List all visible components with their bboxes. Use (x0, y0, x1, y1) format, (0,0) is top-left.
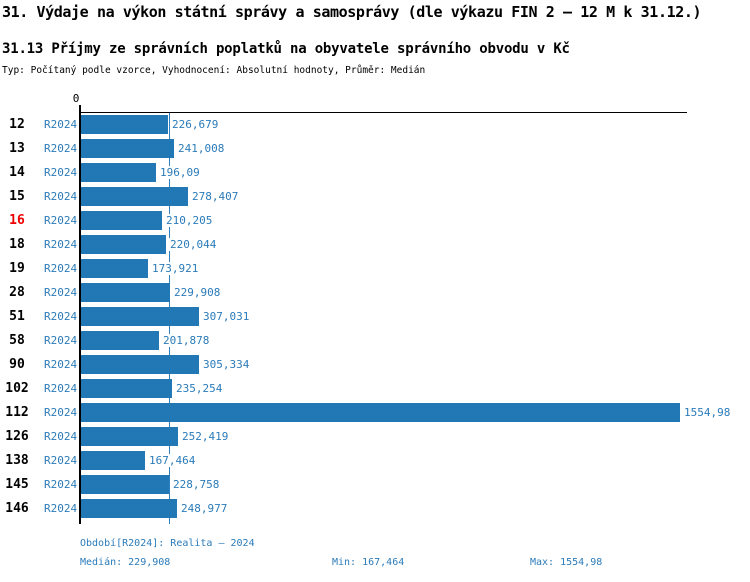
bar-rows: 12 R2024 226,679 13 R2024 241,008 14 R20… (0, 115, 750, 523)
row-period-label: R2024 (44, 214, 78, 227)
value-label: 229,908 (173, 286, 222, 299)
bar-row: 14 R2024 196,09 (0, 163, 750, 187)
bar-row: 16 R2024 210,205 (0, 211, 750, 235)
x-axis-zero-tick-label: 0 (72, 92, 80, 105)
row-category-label: 126 (5, 429, 29, 444)
row-category-label: 146 (5, 501, 29, 516)
row-category-label: 18 (9, 237, 25, 252)
value-bar (81, 331, 159, 350)
bar-row: 51 R2024 307,031 (0, 307, 750, 331)
bar-row: 90 R2024 305,334 (0, 355, 750, 379)
bar-row: 12 R2024 226,679 (0, 115, 750, 139)
value-bar (81, 259, 148, 278)
value-bar (81, 235, 166, 254)
value-label: 210,205 (165, 214, 214, 227)
value-bar (81, 115, 168, 134)
row-period-label: R2024 (44, 118, 78, 131)
value-bar (81, 379, 172, 398)
value-bar (81, 307, 199, 326)
value-label: 252,419 (181, 430, 230, 443)
value-bar (81, 139, 174, 158)
bar-row: 126 R2024 252,419 (0, 427, 750, 451)
value-label: 196,09 (159, 166, 201, 179)
footer-max-stat: Max: 1554,98 (530, 557, 603, 568)
row-period-label: R2024 (44, 502, 78, 515)
bar-row: 15 R2024 278,407 (0, 187, 750, 211)
x-axis-line (80, 112, 687, 113)
row-period-label: R2024 (44, 454, 78, 467)
row-category-label: 51 (9, 309, 25, 324)
value-label: 173,921 (151, 262, 200, 275)
value-bar (81, 355, 199, 374)
row-category-label: 28 (9, 285, 25, 300)
value-bar (81, 403, 680, 422)
row-category-label: 16 (9, 213, 25, 228)
bar-row: 145 R2024 228,758 (0, 475, 750, 499)
value-label: 1554,98 (683, 406, 732, 419)
value-label: 226,679 (171, 118, 220, 131)
value-label: 278,407 (191, 190, 240, 203)
bar-row: 138 R2024 167,464 (0, 451, 750, 475)
bar-row: 18 R2024 220,044 (0, 235, 750, 259)
row-category-label: 138 (5, 453, 29, 468)
row-period-label: R2024 (44, 430, 78, 443)
value-label: 307,031 (202, 310, 251, 323)
bar-row: 102 R2024 235,254 (0, 379, 750, 403)
value-bar (81, 211, 162, 230)
value-bar (81, 499, 177, 518)
row-category-label: 12 (9, 117, 25, 132)
row-period-label: R2024 (44, 166, 78, 179)
row-category-label: 102 (5, 381, 29, 396)
value-label: 235,254 (175, 382, 224, 395)
bar-row: 19 R2024 173,921 (0, 259, 750, 283)
row-category-label: 145 (5, 477, 29, 492)
row-period-label: R2024 (44, 310, 78, 323)
row-period-label: R2024 (44, 238, 78, 251)
row-period-label: R2024 (44, 262, 78, 275)
value-label: 167,464 (148, 454, 197, 467)
y-axis-line (79, 105, 81, 524)
value-bar (81, 283, 170, 302)
row-period-label: R2024 (44, 478, 78, 491)
row-period-label: R2024 (44, 358, 78, 371)
row-category-label: 19 (9, 261, 25, 276)
value-bar (81, 451, 145, 470)
value-bar (81, 163, 156, 182)
chart-meta-line: Typ: Počítaný podle vzorce, Vyhodnocení:… (2, 65, 426, 76)
row-category-label: 15 (9, 189, 25, 204)
value-label: 248,977 (180, 502, 229, 515)
value-label: 305,334 (202, 358, 251, 371)
chart-title: 31. Výdaje na výkon státní správy a samo… (2, 3, 702, 21)
row-category-label: 13 (9, 141, 25, 156)
value-bar (81, 427, 178, 446)
footer-period-info: Období[R2024]: Realita – 2024 (80, 538, 255, 549)
footer-median-stat: Medián: 229,908 (80, 557, 171, 568)
row-category-label: 14 (9, 165, 25, 180)
bar-row: 28 R2024 229,908 (0, 283, 750, 307)
value-label: 220,044 (169, 238, 218, 251)
bar-row: 146 R2024 248,977 (0, 499, 750, 523)
row-period-label: R2024 (44, 142, 78, 155)
row-period-label: R2024 (44, 190, 78, 203)
chart-subtitle: 31.13 Příjmy ze správních poplatků na ob… (2, 41, 570, 57)
footer-min-stat: Min: 167,464 (332, 557, 405, 568)
value-label: 228,758 (172, 478, 221, 491)
row-category-label: 90 (9, 357, 25, 372)
bar-row: 58 R2024 201,878 (0, 331, 750, 355)
row-period-label: R2024 (44, 286, 78, 299)
bar-row: 112 R2024 1554,98 (0, 403, 750, 427)
value-bar (81, 187, 188, 206)
row-category-label: 58 (9, 333, 25, 348)
row-category-label: 112 (5, 405, 29, 420)
row-period-label: R2024 (44, 406, 78, 419)
value-label: 201,878 (162, 334, 211, 347)
row-period-label: R2024 (44, 334, 78, 347)
bar-row: 13 R2024 241,008 (0, 139, 750, 163)
row-period-label: R2024 (44, 382, 78, 395)
value-bar (81, 475, 169, 494)
value-label: 241,008 (177, 142, 226, 155)
